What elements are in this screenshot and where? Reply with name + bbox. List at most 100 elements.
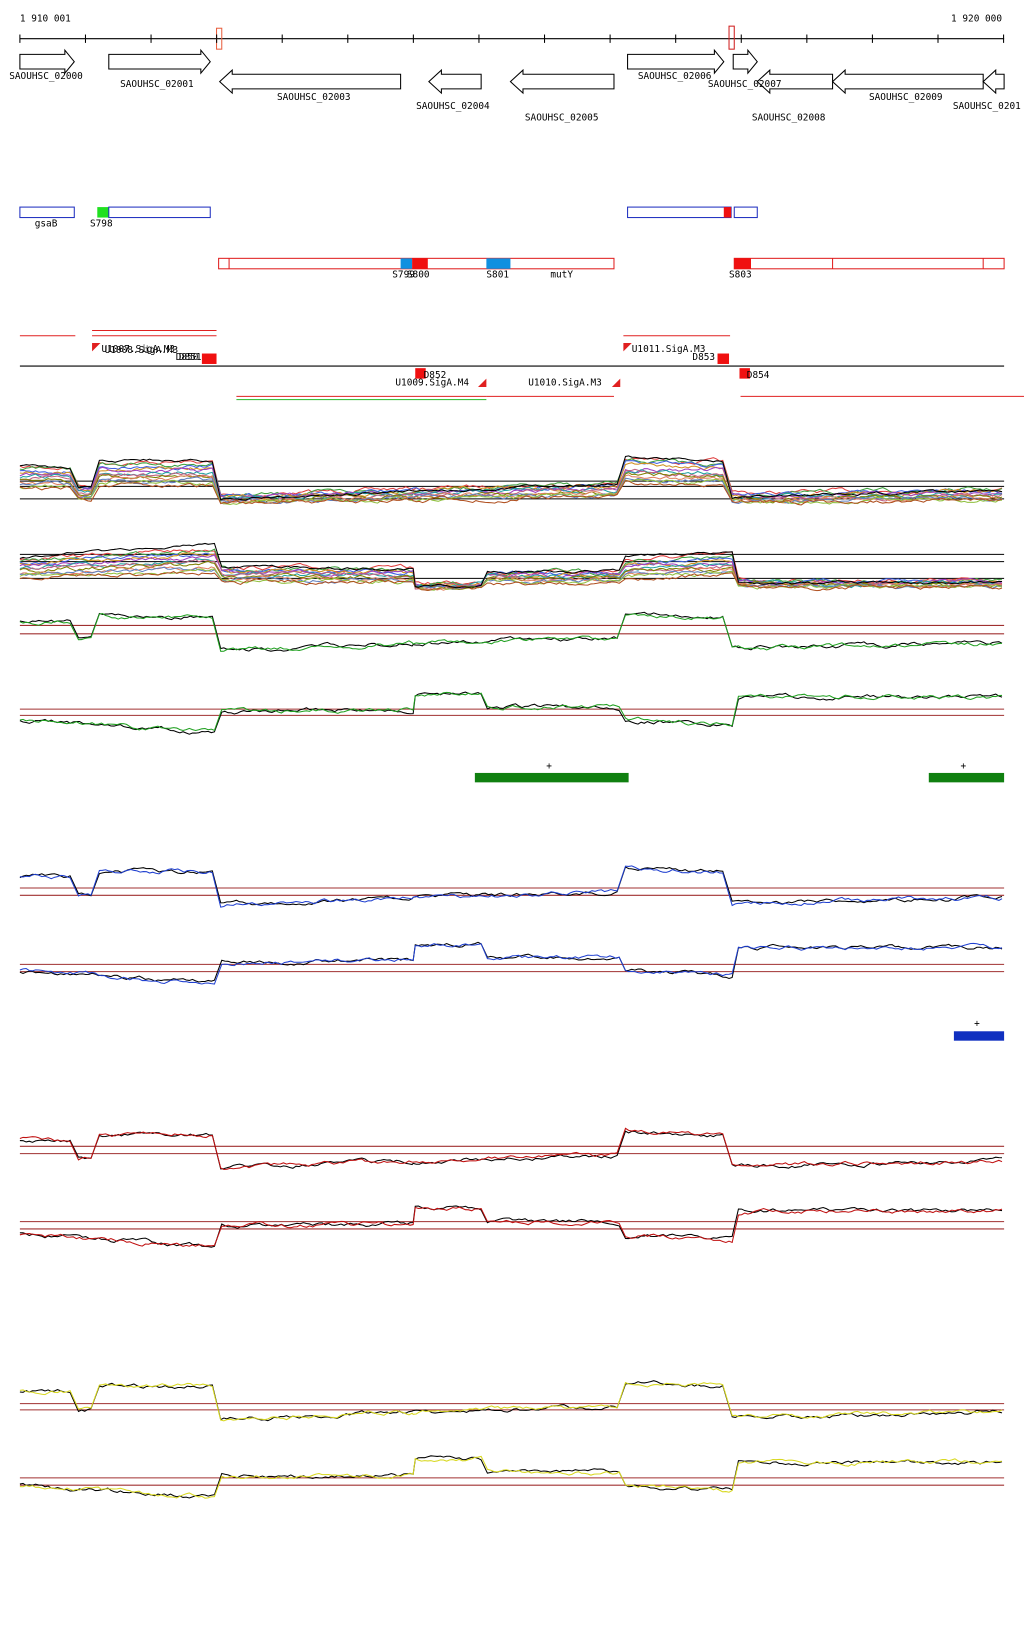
feature-label: S799 [392,270,415,281]
promoter-label: D852 [424,370,447,381]
trace [19,1205,1003,1248]
trace [19,474,1003,504]
feature-box [734,258,751,269]
gene-label: SAOUHSC_02004 [416,101,490,112]
gene-label: SAOUHSC_02001 [120,79,194,90]
gene-label: SAOUHSC_02008 [752,113,826,124]
promoter-flag [478,378,487,387]
trace [19,1455,1003,1499]
feature-box [723,207,732,218]
promoter-label: U1009.SigA.M4 [395,377,469,388]
promoter-flag [611,378,621,387]
terminator [201,353,217,364]
trace [19,566,1003,591]
segment-bar [474,772,629,783]
gene-track: SAOUHSC_02000 SAOUHSC_02001 SAOUHSC_0200… [9,48,1021,124]
feature-label: S800 [407,270,430,281]
trace [19,466,1003,500]
trace [19,480,1003,506]
gene-label: SAOUHSC_02009 [869,92,943,103]
trace [19,462,1003,500]
feature-label: S801 [486,270,509,281]
promoter-label: D850 [176,352,199,363]
trace [19,552,1003,589]
segment-bar [928,772,1005,783]
feature-box [19,206,75,219]
ruler: 1 910 001 1 920 000 [19,13,1005,50]
feature-label: gsaB [35,218,58,229]
gene-label: SAOUHSC_02006 [638,71,712,82]
trace [19,455,1003,501]
trace [19,611,1003,652]
trace [19,476,1003,505]
promoter-label: U1011.SigA.M3 [632,344,706,355]
feature-label: S803 [729,270,752,281]
promoter-flag [623,343,632,352]
gene-arrow [428,68,482,95]
gene-arrow [732,48,758,75]
trace [19,942,1003,985]
promoter-label: U1008.SigA.M3 [105,345,179,356]
gene-arrow [509,68,615,95]
trace [19,542,1003,589]
gene-arrow [108,48,211,75]
segment-label: + [974,1018,980,1029]
segment-bar [953,1031,1005,1041]
expression-tracks [19,455,1005,1499]
segment-label: + [960,761,966,772]
terminator [739,368,750,379]
gene-label: SAOUHSC_0201 [953,101,1021,112]
gene-label: SAOUHSC_02005 [525,113,599,124]
gene-label: SAOUHSC_02000 [9,71,83,82]
terminator [415,368,426,379]
trace [19,691,1003,732]
trace [19,1455,1003,1499]
trace [19,1130,1003,1170]
feature-label: mutY [550,270,573,281]
trace [19,865,1003,908]
gene-arrow [982,68,1005,95]
promoter-label: D853 [692,352,715,363]
feature-box [733,257,1005,270]
feature-box [733,206,758,219]
segment-track: + + + [474,761,1005,1041]
trace [19,1380,1003,1422]
ruler-start: 1 910 001 [20,13,71,24]
gene-label: SAOUHSC_02007 [708,79,782,90]
feature-box [97,207,109,218]
trace [19,460,1003,499]
promoter-label: D851 [179,352,202,363]
terminator [717,353,730,364]
promoter-label: D854 [747,370,770,381]
feature-box [108,206,211,219]
trace [19,1206,1003,1247]
promoter-label: U1007.SigA.M3 [101,344,175,355]
gene-arrow [831,68,984,95]
ruler-end: 1 920 000 [951,13,1002,24]
promoter-flag [92,343,101,352]
trace [19,571,1003,592]
trace [19,866,1003,906]
segment-label: + [546,761,552,772]
feature-box [627,206,732,219]
gene-label: SAOUHSC_02003 [277,92,351,103]
trace [19,568,1003,592]
trace [19,1127,1003,1170]
feature-box [400,258,413,269]
trace [19,612,1003,652]
gene-arrow [19,48,75,75]
promoter-track: U1007.SigA.M3 U1008.SigA.M3 D850 D851 D8… [19,329,1024,401]
promoter-label: U1010.SigA.M3 [528,377,602,388]
feature-label: S798 [90,218,113,229]
trace [19,554,1003,590]
feature-track: gsaB S798 S799 S800 S801 mutY S803 [19,206,1005,281]
feature-box [486,258,511,269]
trace [19,1381,1003,1422]
feature-box [412,258,428,269]
ruler-marker [728,25,735,50]
trace [19,472,1003,504]
gene-arrow [756,68,834,95]
gene-arrow [218,68,402,95]
gene-arrow [627,48,725,75]
